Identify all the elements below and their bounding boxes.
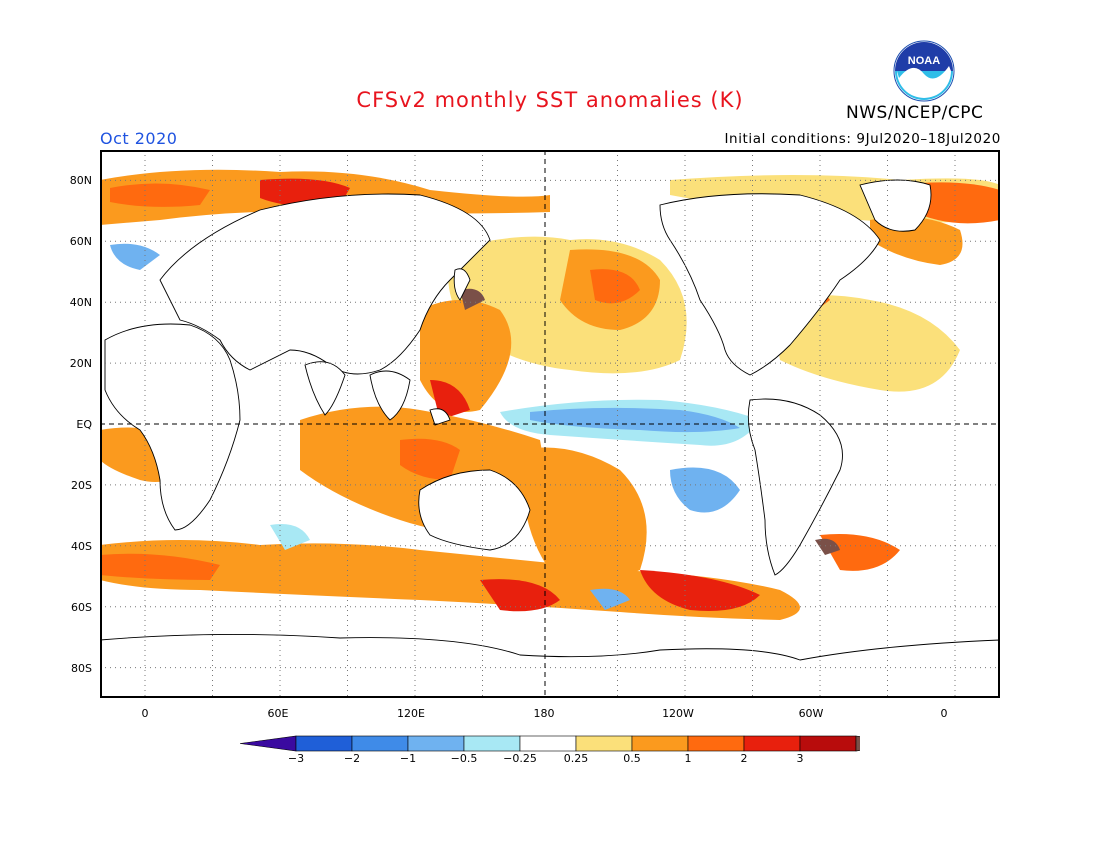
colorbar-swatch — [575, 735, 633, 752]
lon-label-180: 180 — [533, 707, 555, 720]
map-title: CFSv2 monthly SST anomalies (K) — [356, 88, 744, 112]
colorbar-swatch — [351, 735, 409, 752]
lat-label-80s: 80S — [71, 662, 92, 675]
colorbar-tick-label: 0.25 — [563, 752, 589, 765]
noaa-logo: NOAA — [893, 40, 955, 102]
reference-lines — [100, 150, 1000, 698]
lat-label-40s: 40S — [71, 540, 92, 553]
graticule — [100, 150, 1000, 698]
colorbar-swatch — [631, 735, 689, 752]
lon-label-60e: 60E — [267, 707, 289, 720]
lat-label-20n: 20N — [69, 357, 92, 370]
colorbar-swatch-over — [855, 735, 860, 752]
lat-label-60n: 60N — [69, 235, 92, 248]
lon-label-0-east: 0 — [940, 707, 948, 720]
colorbar — [240, 735, 860, 752]
lat-label-20s: 20S — [71, 479, 92, 492]
continents — [100, 179, 1000, 698]
colorbar-swatch — [295, 735, 353, 752]
lon-label-120w: 120W — [662, 707, 694, 720]
colorbar-swatch — [407, 735, 465, 752]
agency-label: NWS/NCEP/CPC — [846, 103, 984, 123]
forecast-month: Oct 2020 — [100, 129, 178, 148]
colorbar-tick-label: −2 — [343, 752, 361, 765]
colorbar-swatch — [743, 735, 801, 752]
lat-label-40n: 40N — [69, 296, 92, 309]
colorbar-swatch — [687, 735, 745, 752]
lat-label-eq: EQ — [76, 418, 92, 431]
lat-label-80n: 80N — [69, 174, 92, 187]
colorbar-tick-label: 3 — [796, 752, 804, 765]
colorbar-tick-label: 1 — [684, 752, 692, 765]
lon-label-0: 0 — [141, 707, 149, 720]
initial-conditions: Initial conditions: 9Jul2020–18Jul2020 — [724, 131, 1001, 147]
colorbar-swatch — [463, 735, 521, 752]
lat-label-60s: 60S — [71, 601, 92, 614]
svg-text:NOAA: NOAA — [908, 55, 940, 67]
colorbar-swatch — [799, 735, 857, 752]
lon-label-120e: 120E — [397, 707, 425, 720]
colorbar-tick-label: 0.5 — [623, 752, 641, 765]
sst-anomaly-map — [100, 150, 1000, 698]
colorbar-tick-label: −3 — [287, 752, 305, 765]
colorbar-tick-label: −0.5 — [450, 752, 478, 765]
colorbar-tick-label: −1 — [399, 752, 417, 765]
colorbar-swatch — [519, 735, 577, 752]
lon-label-60w: 60W — [798, 707, 824, 720]
colorbar-tick-label: −0.25 — [503, 752, 537, 765]
colorbar-tick-label: 2 — [740, 752, 748, 765]
colorbar-swatches — [240, 735, 860, 752]
colorbar-swatch-under — [240, 735, 297, 752]
